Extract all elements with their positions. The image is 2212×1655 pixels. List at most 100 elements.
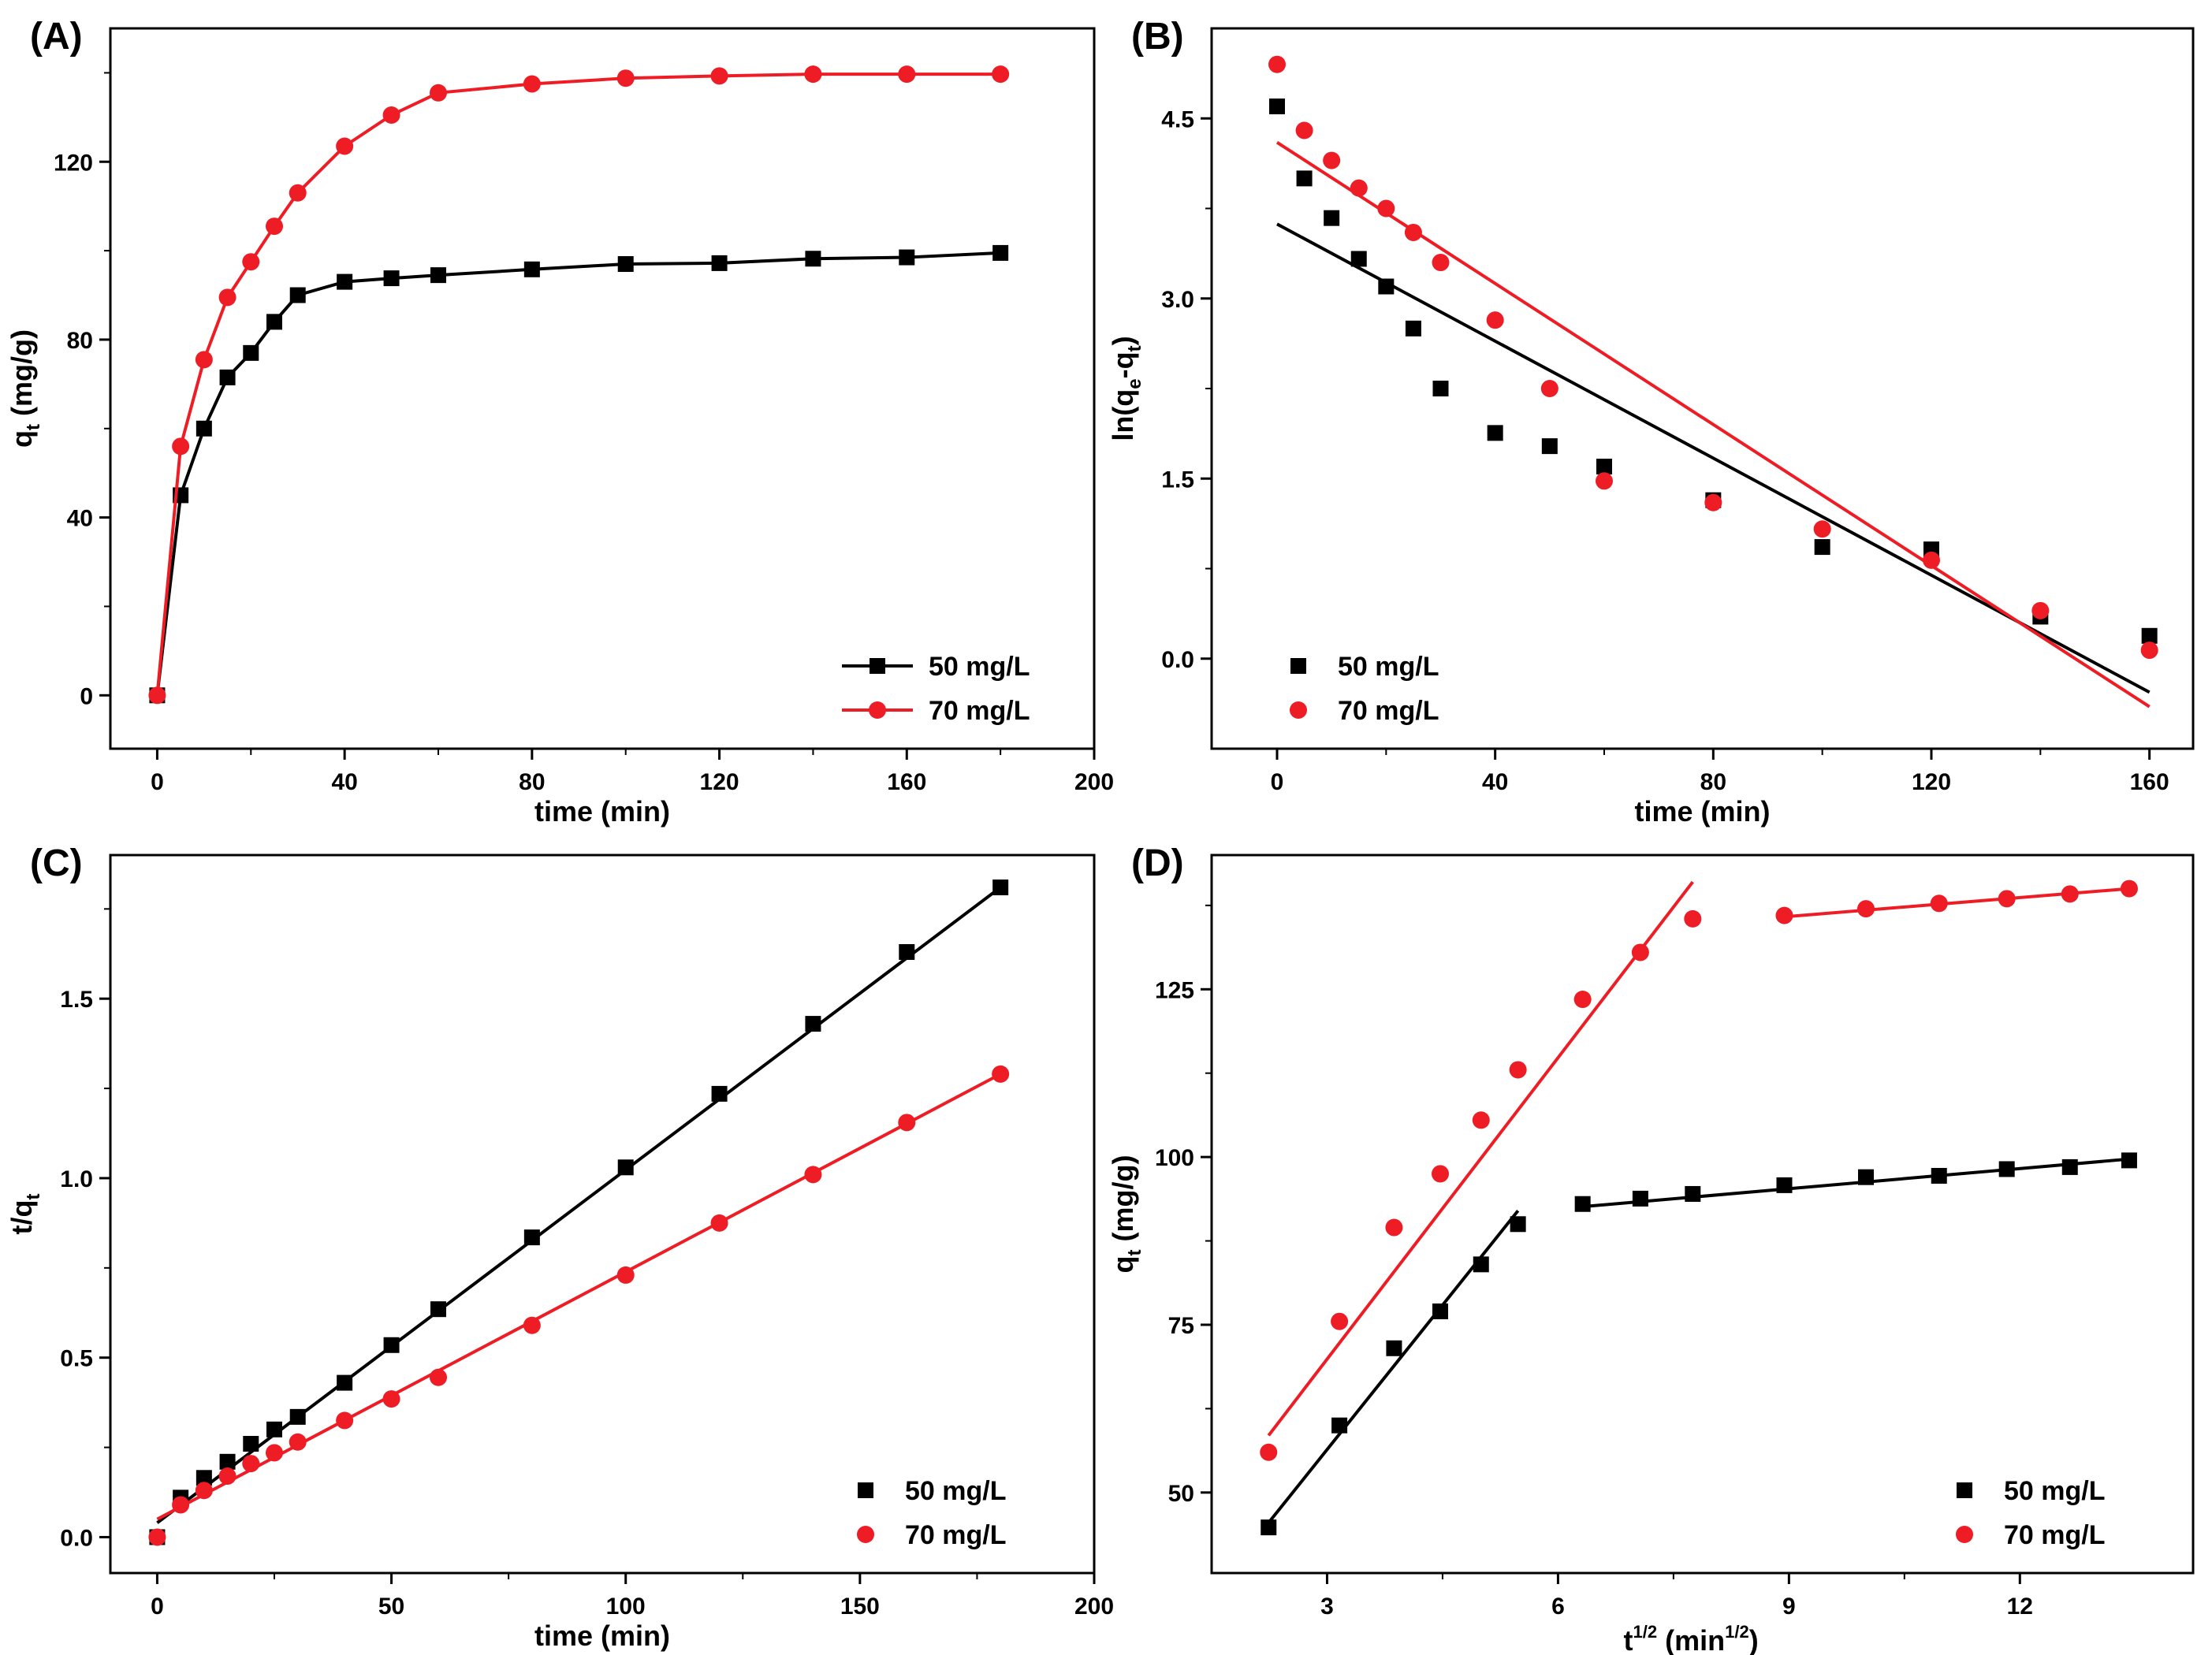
- data-point: [1858, 1169, 1874, 1185]
- data-point: [1631, 943, 1649, 961]
- x-tick-label: 80: [519, 769, 545, 795]
- data-point: [1923, 551, 1940, 569]
- legend-label: 50 mg/L: [929, 652, 1030, 682]
- data-point: [172, 437, 190, 456]
- data-point: [172, 1496, 190, 1514]
- x-tick-label: 120: [700, 769, 739, 795]
- x-tick-label: 80: [1700, 769, 1726, 795]
- data-point: [2141, 627, 2158, 644]
- y-axis-label-part: ): [1107, 336, 1139, 345]
- data-point: [242, 253, 260, 271]
- data-point: [1432, 254, 1450, 272]
- data-point: [1268, 55, 1286, 73]
- data-point: [523, 75, 541, 93]
- x-tick-label: 160: [2130, 769, 2169, 795]
- data-point: [196, 420, 212, 437]
- data-point: [899, 249, 915, 266]
- y-axis-label-part: ln(q: [1107, 389, 1139, 441]
- data-point: [2061, 885, 2079, 903]
- data-point: [992, 879, 1009, 895]
- data-point: [1540, 380, 1558, 397]
- data-point: [616, 1266, 635, 1284]
- data-point: [1931, 1167, 1947, 1184]
- legend: 50 mg/L 70 mg/L: [1290, 652, 1439, 726]
- plot-frame: [109, 854, 1096, 1575]
- data-point: [336, 137, 354, 155]
- data-point: [148, 686, 166, 705]
- y-tick-label: 1.5: [60, 987, 93, 1013]
- x-tick-label: 150: [840, 1594, 880, 1620]
- data-point: [899, 943, 915, 960]
- y-tick-label: 3.0: [1161, 287, 1194, 313]
- legend-marker: [870, 658, 885, 674]
- y-tick-label: 125: [1155, 977, 1194, 1003]
- panel-C: (C) 0 50 100 150 200 0.0 0.5 1.0 1.5 time (min) t/q…: [6, 842, 1114, 1652]
- data-point: [1295, 121, 1313, 139]
- data-point: [1573, 991, 1592, 1009]
- data-point: [289, 1408, 306, 1425]
- data-point: [430, 267, 446, 284]
- x-tick-label: 120: [1912, 769, 1951, 795]
- data-point: [1776, 1177, 1793, 1193]
- x-axis-label-part: 1/2: [1725, 1622, 1749, 1642]
- y-axis-label-part: t: [23, 1194, 44, 1200]
- legend-label: 70 mg/L: [905, 1520, 1006, 1550]
- data-point: [219, 369, 236, 385]
- x-axis-label: time (min): [534, 1620, 670, 1652]
- data-point: [1486, 311, 1504, 329]
- legend: 50 mg/L 70 mg/L: [857, 1476, 1006, 1550]
- y-tick-label: 0.0: [1161, 647, 1194, 673]
- x-tick-label: 200: [1074, 1594, 1114, 1620]
- x-tick-label: 100: [606, 1594, 646, 1620]
- data-point: [1596, 459, 1612, 475]
- x-tick-label: 3: [1320, 1594, 1334, 1620]
- series-line: [155, 251, 1001, 696]
- x-tick-label: 40: [1482, 769, 1508, 795]
- legend-marker: [1290, 701, 1307, 719]
- data-point: [243, 344, 259, 361]
- legend-label: 50 mg/L: [2004, 1476, 2105, 1506]
- data-point: [1704, 493, 1722, 511]
- data-point: [1323, 151, 1341, 169]
- y-axis-label: ln(qe-qt): [1107, 336, 1145, 441]
- data-point: [1296, 170, 1313, 187]
- data-point: [266, 218, 283, 236]
- y-tick-label: 80: [67, 328, 93, 354]
- data-point: [1632, 1190, 1648, 1207]
- x-tick-label: 40: [331, 769, 357, 795]
- data-point: [805, 251, 821, 267]
- data-point: [289, 1433, 307, 1451]
- data-point: [1510, 1216, 1526, 1233]
- fit-line: [1267, 880, 1694, 1437]
- data-point: [1684, 909, 1702, 928]
- y-axis-label: t/qt: [6, 1194, 44, 1235]
- data-point: [337, 273, 353, 290]
- data-point: [336, 1411, 354, 1430]
- data-point: [1775, 906, 1793, 924]
- data-point: [1324, 210, 1340, 226]
- series-70-mg-l: [148, 65, 1010, 705]
- data-point: [1386, 1340, 1402, 1356]
- data-point: [992, 1065, 1010, 1083]
- data-point: [1350, 251, 1367, 267]
- x-tick-label: 0: [1271, 769, 1284, 795]
- x-axis-label-part: 1/2: [1633, 1622, 1658, 1642]
- data-point: [805, 1016, 821, 1032]
- y-axis-label-part: q: [1107, 1255, 1139, 1273]
- fit-line: [1582, 1157, 2130, 1209]
- data-point: [616, 69, 635, 87]
- y-tick-label: 4.5: [1161, 106, 1194, 132]
- data-point: [1998, 890, 2016, 908]
- data-point: [2031, 601, 2050, 619]
- data-point: [617, 1159, 634, 1176]
- legend-marker: [858, 1482, 873, 1498]
- y-axis-label-part: q: [6, 430, 38, 448]
- data-point: [1385, 1218, 1403, 1237]
- data-point: [898, 65, 916, 84]
- legend-marker: [1290, 658, 1306, 674]
- data-point: [711, 255, 728, 271]
- data-point: [2120, 880, 2138, 898]
- data-point: [2061, 1158, 2078, 1175]
- y-tick-label: 40: [67, 506, 93, 532]
- y-axis-label-part: -q: [1107, 351, 1139, 378]
